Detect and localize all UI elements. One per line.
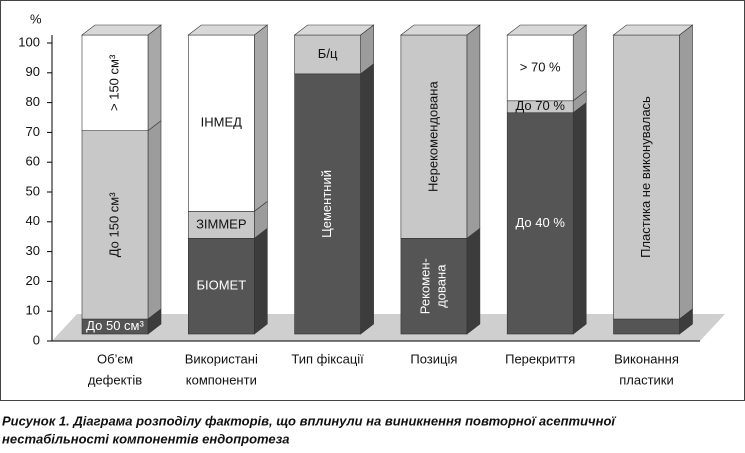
- y-tick-label: 70: [26, 124, 40, 139]
- y-tick-label: 10: [26, 303, 40, 318]
- bar-segment: [400, 34, 468, 239]
- bar-segment: [400, 238, 468, 335]
- y-axis-label: %: [30, 11, 42, 26]
- bar-side: [466, 227, 481, 335]
- x-tick-label: Тип фіксації: [291, 351, 364, 366]
- bar-segment: [294, 73, 361, 335]
- bar-top: [81, 24, 162, 36]
- segment-label: ІНМЕД: [201, 115, 243, 130]
- caption: Рисунок 1. Діаграма розподілу факторів, …: [2, 413, 616, 428]
- bar-top: [293, 24, 375, 36]
- bar-segment: [613, 34, 680, 320]
- segment-label: Б/ц: [318, 46, 338, 61]
- y-tick-label: 90: [26, 64, 40, 79]
- x-tick-label: Виконання: [614, 351, 679, 366]
- bar-top: [400, 24, 481, 36]
- caption: нестабільності компонентів ендопротеза: [2, 431, 290, 446]
- bar-segment: [188, 238, 255, 335]
- bar-top: [506, 24, 588, 36]
- bar-segment: [81, 130, 149, 320]
- bar-side: [254, 24, 268, 213]
- bar-side: [679, 24, 693, 320]
- bar-segment: [81, 34, 149, 131]
- x-tick-label: Перекриття: [505, 351, 575, 366]
- bar-side: [254, 227, 268, 335]
- segment-label: До 70 %: [515, 98, 565, 113]
- y-tick-label: 60: [26, 154, 40, 169]
- x-tick-label: Позиція: [410, 351, 457, 366]
- bar-top: [612, 24, 694, 36]
- bar-segment: [506, 34, 574, 102]
- y-tick-label: 100: [18, 34, 40, 49]
- bar-side: [572, 102, 587, 335]
- bar-top: [187, 24, 269, 36]
- segment-label: ЗІММЕР: [196, 216, 246, 231]
- bar-segment: [613, 318, 680, 335]
- segment-label: До 50 см³: [86, 318, 144, 333]
- bar-segment: [188, 211, 255, 239]
- segment-label: До 150 см³: [106, 192, 121, 258]
- x-tick-label: дефектів: [88, 372, 142, 387]
- bar-side: [360, 63, 374, 335]
- y-tick-label: 30: [26, 243, 40, 258]
- y-tick-label: 20: [26, 273, 40, 288]
- y-tick-label: 50: [26, 183, 40, 198]
- segment-label: Рекомен-: [417, 258, 432, 314]
- bar-side: [147, 120, 162, 320]
- segment-label: > 70 %: [520, 59, 561, 74]
- segment-label: дована: [433, 264, 448, 308]
- bar-side: [572, 24, 587, 102]
- y-tick-label: 80: [26, 94, 40, 109]
- x-tick-label: пластики: [619, 372, 674, 387]
- segment-label: > 150 см³: [106, 54, 121, 111]
- y-tick-label: 40: [26, 213, 40, 228]
- bar-segment: [506, 112, 574, 335]
- y-tick-label: 0: [33, 332, 40, 347]
- bar-side: [147, 24, 162, 132]
- x-tick-label: Об’єм: [97, 351, 133, 366]
- segment-label: Пластика не виконувалась: [638, 96, 653, 258]
- bar-side: [466, 24, 481, 239]
- x-tick-label: Використані: [185, 351, 258, 366]
- x-tick-label: компоненти: [186, 372, 257, 387]
- segment-label: БІОМЕТ: [196, 278, 246, 293]
- segment-label: Цементний: [319, 170, 334, 238]
- segment-label: До 40 %: [515, 215, 565, 230]
- segment-label: Нерекомендована: [425, 81, 440, 192]
